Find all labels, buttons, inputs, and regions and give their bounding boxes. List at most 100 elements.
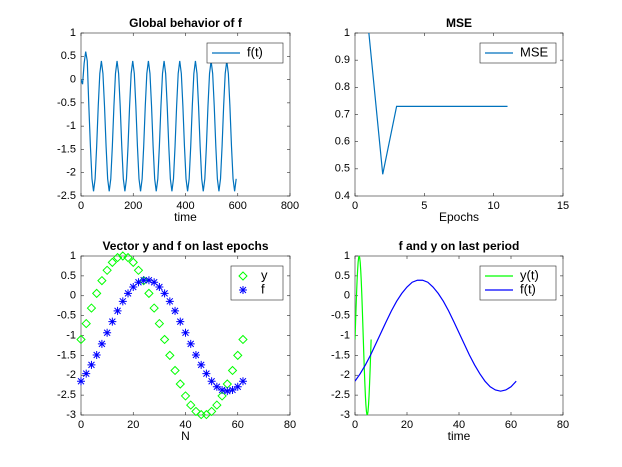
legend-label: f(t) xyxy=(520,281,536,296)
y-tick-label: 0.5 xyxy=(61,50,76,62)
data-point xyxy=(123,252,133,263)
y-tick-label: 0.5 xyxy=(335,270,350,282)
series-line xyxy=(355,279,517,392)
x-axis-label: Epochs xyxy=(439,210,479,224)
x-tick-label: 0 xyxy=(78,200,84,212)
data-point xyxy=(165,297,174,306)
y-tick-label: 1 xyxy=(70,250,76,262)
x-tick-label: 5 xyxy=(421,200,427,212)
x-tick-label: 600 xyxy=(229,200,247,212)
data-point xyxy=(160,289,169,298)
y-tick-label: 1 xyxy=(344,27,350,39)
y-tick-label: -2 xyxy=(66,369,76,381)
data-point xyxy=(170,365,180,376)
data-point xyxy=(191,406,201,417)
y-tick-label: -2.5 xyxy=(57,389,76,401)
data-point xyxy=(233,350,243,361)
data-point xyxy=(228,385,237,394)
data-point xyxy=(155,283,164,292)
data-point xyxy=(108,317,117,326)
data-point xyxy=(107,257,118,268)
y-tick-label: -0.5 xyxy=(57,310,76,322)
data-point xyxy=(233,382,242,391)
x-tick-label: 20 xyxy=(401,419,413,431)
legend-label: MSE xyxy=(520,44,549,59)
data-point xyxy=(97,275,107,286)
y-tick-label: 0.7 xyxy=(335,108,350,120)
y-tick-label: 0.8 xyxy=(335,81,350,93)
y-tick-label: -2 xyxy=(66,167,76,179)
y-tick-label: -1.5 xyxy=(57,349,76,361)
data-point xyxy=(212,382,221,391)
data-point xyxy=(181,328,190,337)
y-tick-label: -1 xyxy=(340,329,350,341)
data-point xyxy=(202,369,211,378)
x-tick-label: 40 xyxy=(453,419,465,431)
x-tick-label: 0 xyxy=(352,419,358,431)
y-tick-label: 1 xyxy=(344,250,350,262)
y-tick-label: 0.4 xyxy=(335,190,350,202)
data-point xyxy=(133,265,144,276)
data-point xyxy=(118,297,127,306)
data-point xyxy=(77,377,85,386)
data-point xyxy=(134,278,143,287)
data-point xyxy=(92,350,101,359)
data-point xyxy=(227,365,238,376)
x-tick-label: 60 xyxy=(232,419,244,431)
x-axis-label: time xyxy=(174,210,197,224)
data-point xyxy=(207,377,216,386)
y-tick-label: 1 xyxy=(70,27,76,39)
y-tick-label: -3 xyxy=(66,409,76,421)
data-point xyxy=(186,339,195,348)
legend-box xyxy=(206,42,284,64)
data-point xyxy=(217,391,227,401)
y-tick-label: -0.5 xyxy=(57,97,76,109)
data-point xyxy=(144,276,153,285)
series-line xyxy=(355,256,372,415)
data-point xyxy=(238,334,248,345)
y-tick-label: 0.6 xyxy=(335,136,350,148)
x-tick-label: 0 xyxy=(78,419,84,431)
data-point xyxy=(103,328,112,337)
data-point xyxy=(76,334,86,345)
x-tick-label: 60 xyxy=(505,419,517,431)
x-tick-label: 20 xyxy=(127,419,139,431)
legend-label: f xyxy=(261,281,265,296)
x-axis-label: time xyxy=(448,429,471,443)
legend-label: y xyxy=(261,267,268,282)
data-point xyxy=(186,400,196,410)
data-point xyxy=(139,276,148,285)
y-tick-label: 0.5 xyxy=(61,270,76,282)
legend-box xyxy=(230,265,284,301)
data-point xyxy=(212,400,222,410)
data-point xyxy=(113,306,122,315)
y-tick-label: -1 xyxy=(66,329,76,341)
data-point xyxy=(91,288,102,299)
x-tick-label: 400 xyxy=(176,200,194,212)
data-point xyxy=(218,385,227,394)
legend-label: y(t) xyxy=(520,267,539,282)
x-tick-label: 80 xyxy=(284,419,296,431)
x-tick-label: 200 xyxy=(124,200,142,212)
legend-label: f(t) xyxy=(247,44,263,59)
data-point xyxy=(102,265,112,276)
data-point xyxy=(128,257,138,268)
y-tick-label: 0 xyxy=(344,290,350,302)
data-point xyxy=(97,339,106,348)
legend-marker xyxy=(238,271,248,281)
x-axis-label: N xyxy=(181,429,190,443)
y-tick-label: 0.5 xyxy=(335,163,350,175)
data-point xyxy=(175,379,185,389)
x-tick-label: 40 xyxy=(179,419,191,431)
y-tick-label: -1.5 xyxy=(331,349,350,361)
data-point xyxy=(180,391,191,401)
y-tick-label: -1 xyxy=(66,120,76,132)
data-point xyxy=(165,350,175,361)
legend-box xyxy=(479,265,557,301)
x-tick-label: 80 xyxy=(557,419,569,431)
legend-box xyxy=(479,42,557,64)
series-line xyxy=(81,51,237,192)
x-tick-label: 0 xyxy=(352,200,358,212)
data-point xyxy=(238,377,247,386)
data-point xyxy=(129,283,138,292)
